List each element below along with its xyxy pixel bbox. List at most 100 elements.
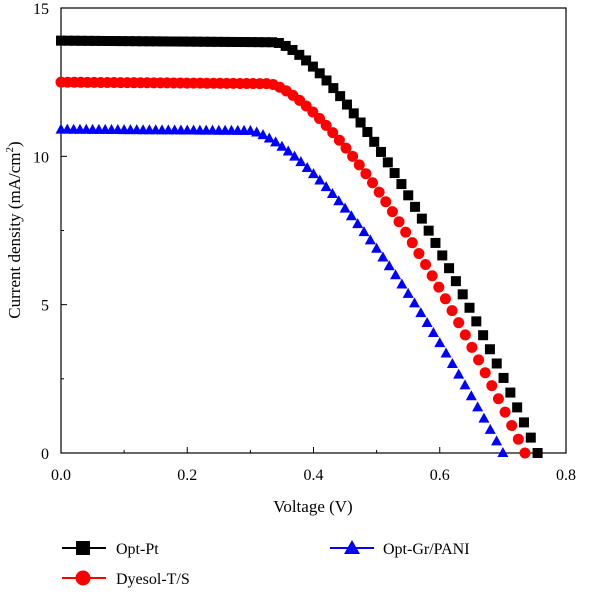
data-point [335, 91, 346, 102]
legend-label-opt-pt: Opt-Pt [116, 541, 159, 558]
data-point [416, 213, 427, 224]
data-point [439, 293, 451, 305]
data-point [464, 302, 475, 313]
data-point [478, 330, 489, 341]
data-point [171, 36, 182, 47]
data-point [484, 344, 495, 355]
legend-item-dyesol-ts: Dyesol-T/S [62, 570, 190, 588]
data-point [282, 145, 294, 156]
data-point [437, 250, 448, 261]
legend-marker-triangle [344, 540, 360, 554]
data-point [415, 307, 427, 318]
data-point [421, 316, 433, 327]
data-point [219, 36, 230, 47]
data-point [83, 35, 94, 46]
data-point [178, 36, 189, 47]
data-point [328, 83, 339, 94]
data-point [353, 159, 365, 171]
data-point [383, 260, 395, 271]
y-axis-label-close: ) [5, 141, 24, 147]
data-point [103, 35, 114, 46]
data-point [413, 247, 425, 259]
data-point [430, 237, 441, 248]
data-point [486, 380, 498, 392]
data-point [457, 289, 468, 300]
legend: Opt-Pt Dyesol-T/S Opt-Gr/PANI [62, 540, 470, 588]
data-point [499, 406, 511, 418]
data-point [352, 218, 364, 229]
data-point [478, 412, 490, 423]
data-point [56, 35, 66, 46]
y-axis-label-superscript: 2 [4, 147, 16, 153]
data-point [96, 35, 107, 46]
data-point [420, 258, 432, 270]
data-point [377, 251, 389, 262]
y-tick-label: 0 [41, 446, 49, 463]
data-point [484, 423, 496, 434]
data-point [375, 146, 386, 157]
data-point [371, 242, 383, 253]
data-point [333, 134, 345, 146]
y-axis-label-main: Current density (mA/cm [5, 152, 24, 318]
data-point [212, 36, 223, 47]
data-point [253, 37, 264, 48]
data-point [333, 195, 345, 206]
data-point [289, 150, 301, 161]
data-point [294, 49, 305, 60]
data-point [446, 357, 458, 368]
data-point [479, 367, 491, 379]
data-point [151, 36, 162, 47]
data-point [339, 202, 351, 213]
data-point [402, 287, 414, 298]
data-point [473, 354, 485, 366]
series-dyesol-t-s [55, 76, 531, 459]
data-point [320, 119, 332, 131]
data-point [76, 35, 87, 46]
y-axis: 0 5 10 15 [33, 1, 67, 463]
data-point [267, 37, 278, 48]
legend-marker-circle [75, 570, 91, 586]
data-point [525, 432, 536, 443]
data-point [69, 35, 80, 46]
data-point [62, 35, 73, 46]
data-point [465, 390, 477, 401]
data-point [276, 140, 288, 151]
data-point [444, 263, 455, 274]
data-point [124, 36, 135, 47]
series-layer [55, 35, 543, 459]
legend-item-opt-pt: Opt-Pt [62, 541, 159, 558]
data-point [314, 68, 325, 79]
data-point [423, 225, 434, 236]
data-point [505, 387, 516, 398]
data-point [453, 317, 465, 329]
data-point [239, 37, 250, 48]
data-point [498, 372, 509, 383]
data-point [506, 420, 518, 432]
data-point [446, 305, 458, 317]
y-tick-label: 10 [33, 149, 49, 166]
data-point [427, 326, 439, 337]
data-point [295, 156, 307, 167]
data-point [518, 417, 529, 428]
series-opt-pt [56, 35, 543, 458]
data-point [512, 433, 524, 445]
data-point [390, 269, 402, 280]
data-point [367, 177, 379, 189]
data-point [459, 329, 471, 341]
data-point [347, 150, 359, 162]
data-point [406, 237, 418, 249]
data-point [360, 168, 372, 180]
data-point [400, 226, 412, 238]
data-point [198, 36, 209, 47]
data-point [358, 226, 370, 237]
data-point [158, 36, 169, 47]
data-point [301, 55, 312, 66]
data-point [453, 368, 465, 379]
data-point [341, 99, 352, 110]
data-point [233, 36, 244, 47]
data-point [369, 136, 380, 147]
data-point [263, 132, 275, 143]
data-point [362, 127, 373, 138]
